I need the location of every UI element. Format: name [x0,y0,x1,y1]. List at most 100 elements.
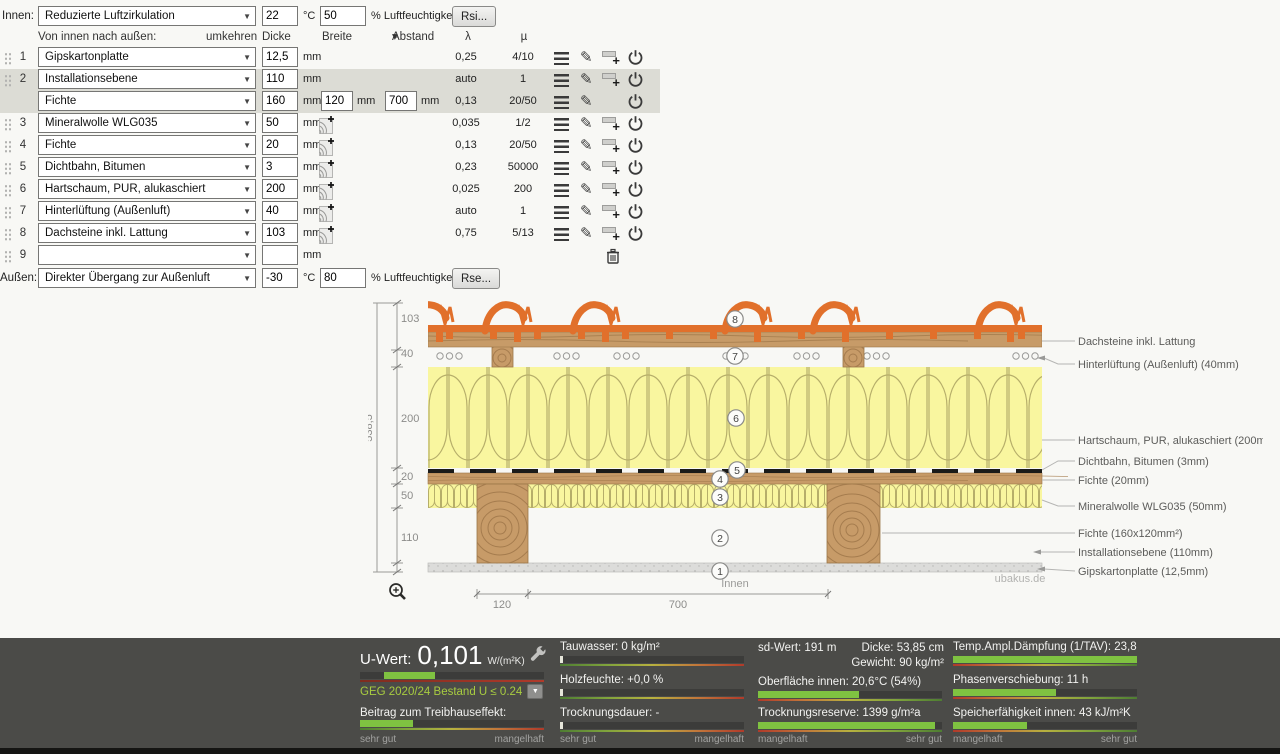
layer-gipskarton[interactable] [428,563,1042,572]
drag-handle-icon[interactable] [4,184,12,197]
layer-fichte-board[interactable] [428,473,1068,484]
layer-material-select[interactable]: Mineralwolle WLG035▼ [38,113,256,133]
edit-layer-icon[interactable]: ✎ [580,180,593,200]
wrench-icon[interactable] [530,646,546,662]
moisture-section: Tauwasser: 0 kg/m²Holzfeuchte: +0,0 %Tro… [560,638,746,748]
metric-bar [953,689,1137,699]
drag-handle-icon[interactable] [4,206,12,219]
layer-menu-icon[interactable] [554,52,569,65]
layer-material-select[interactable]: Installationsebene▼ [38,69,256,89]
chevron-down-icon: ▾ [392,30,398,44]
toggle-layer-icon[interactable] [627,137,644,154]
layer-material-select[interactable]: Gipskartonplatte▼ [38,47,256,67]
layer-thickness-input[interactable] [262,91,298,111]
layer-menu-icon[interactable] [554,184,569,197]
insert-layer-icon[interactable]: + [602,204,620,220]
layer-row: 1Gipskartonplatte▼mm0,254/10✎+ [0,47,660,69]
outside-humidity-input[interactable] [320,268,366,288]
toggle-layer-icon[interactable] [627,181,644,198]
layer-material-select[interactable]: Hinterlüftung (Außenluft)▼ [38,201,256,221]
reverse-link[interactable]: umkehren [206,30,257,44]
edit-layer-icon[interactable]: ✎ [580,70,593,90]
layer-thickness-input[interactable] [262,113,298,133]
drag-handle-icon[interactable] [4,162,12,175]
layer-material-select[interactable]: ▼ [38,245,256,265]
toggle-layer-icon[interactable] [627,159,644,176]
layer-menu-icon[interactable] [554,96,569,109]
zoom-in-icon[interactable] [390,584,405,599]
layer-thickness-input[interactable] [262,179,298,199]
layer-thickness-input[interactable] [262,47,298,67]
layer-material-select[interactable]: Fichte▼ [38,135,256,155]
edit-layer-icon[interactable]: ✎ [580,224,593,244]
layer-thickness-input[interactable] [262,135,298,155]
scale-right: sehr gut [1101,734,1137,745]
layer-thickness-input[interactable] [262,223,298,243]
layer-material-select[interactable]: Hartschaum, PUR, alukaschiert▼ [38,179,256,199]
layer-row: 4Fichte▼mm0,1320/50✎+ [0,135,660,157]
layer-menu-icon[interactable] [554,228,569,241]
insert-layer-icon[interactable]: + [602,182,620,198]
toggle-layer-icon[interactable] [627,225,644,242]
metric-label: Oberfläche innen: 20,6°C (54%) [758,676,942,688]
layer-menu-icon[interactable] [554,118,569,131]
toggle-layer-icon[interactable] [627,115,644,132]
drag-handle-icon[interactable] [4,52,12,65]
insert-layer-icon[interactable]: + [602,116,620,132]
rse-button[interactable]: Rse... [452,268,500,289]
insert-layer-icon[interactable]: + [602,160,620,176]
layer-menu-icon[interactable] [554,206,569,219]
drag-handle-icon[interactable] [4,140,12,153]
metric-bar [953,656,1137,666]
layer-thickness-input[interactable] [262,245,298,265]
lambda-value: 0,13 [442,135,490,156]
outside-condition-select[interactable]: Direkter Übergang zur Außenluft ▼ [38,268,256,288]
layer-spacing-input[interactable] [385,91,417,111]
toggle-layer-icon[interactable] [627,203,644,220]
layer-thickness-input[interactable] [262,69,298,89]
edit-layer-icon[interactable]: ✎ [580,158,593,178]
mu-value: 20/50 [496,135,550,156]
delete-layer-icon[interactable] [606,248,620,264]
mu-value: 20/50 [496,91,550,112]
toggle-layer-icon[interactable] [627,49,644,66]
layer-number: 4 [14,135,32,156]
edit-layer-icon[interactable]: ✎ [580,202,593,222]
edit-layer-icon[interactable]: ✎ [580,114,593,134]
layer-table: 1Gipskartonplatte▼mm0,254/10✎+2Installat… [0,47,660,267]
edit-layer-icon[interactable]: ✎ [580,92,593,112]
drag-handle-icon[interactable] [4,250,12,263]
scale-left: mangelhaft [758,734,807,745]
geg-dropdown-button[interactable]: ▼ [527,684,543,699]
insert-layer-icon[interactable]: + [602,138,620,154]
layer-menu-icon[interactable] [554,162,569,175]
layer-material-select[interactable]: Fichte▼ [38,91,256,111]
rsi-button[interactable]: Rsi... [452,6,496,27]
layer-material-select[interactable]: Dichtbahn, Bitumen▼ [38,157,256,177]
inside-temperature-input[interactable] [262,6,298,26]
layer-menu-icon[interactable] [554,74,569,87]
chevron-down-icon: ▼ [243,185,251,194]
col-lambda: λ [458,30,478,44]
insert-layer-icon[interactable]: + [602,72,620,88]
layer-material-select[interactable]: Dachsteine inkl. Lattung▼ [38,223,256,243]
drag-handle-icon[interactable] [4,228,12,241]
mu-value: 4/10 [496,47,550,68]
edit-layer-icon[interactable]: ✎ [580,136,593,156]
toggle-layer-icon[interactable] [627,71,644,88]
toggle-layer-icon[interactable] [627,93,644,110]
drag-handle-icon[interactable] [4,118,12,131]
inside-condition-select[interactable]: Reduzierte Luftzirkulation ▼ [38,6,256,26]
inside-humidity-input[interactable] [320,6,366,26]
drag-handle-icon[interactable] [4,74,12,87]
lambda-value: auto [442,69,490,90]
insert-layer-icon[interactable]: + [602,50,620,66]
edit-layer-icon[interactable]: ✎ [580,48,593,68]
layer-thickness-input[interactable] [262,201,298,221]
outside-temperature-input[interactable] [262,268,298,288]
insert-layer-icon[interactable]: + [602,226,620,242]
layer-menu-icon[interactable] [554,140,569,153]
layer-thickness-input[interactable] [262,157,298,177]
svg-text:40: 40 [401,348,413,360]
layer-width-input[interactable] [321,91,353,111]
